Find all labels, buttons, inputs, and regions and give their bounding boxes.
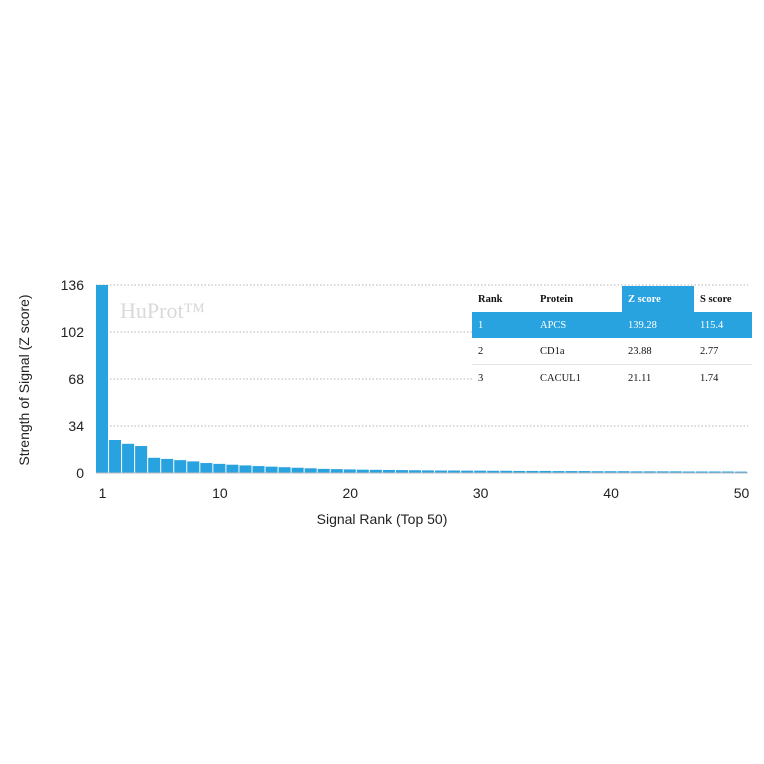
bar [565,471,578,473]
bar [135,446,148,473]
bar [448,470,461,473]
bar [109,439,122,473]
bar [96,285,109,473]
x-tick-label: 1 [99,485,107,501]
y-axis-title: Strength of Signal (Z score) [16,294,32,465]
bar [330,469,343,473]
bars [96,285,747,473]
cell-rank: 1 [472,312,534,338]
bar [578,471,591,473]
bar [526,470,539,473]
cell-s-score: 115.4 [694,312,752,338]
x-tick-label: 50 [734,485,750,501]
bar [226,464,239,473]
cell-protein: CACUL1 [534,364,622,391]
cell-z-score: 23.88 [628,345,652,357]
bar [487,470,500,473]
y-tick-label: 0 [76,465,84,481]
cell-rank: 3 [472,364,534,391]
bar [122,443,135,473]
cell-rank: 2 [478,345,484,357]
y-tick-label: 102 [61,324,85,340]
bar [343,469,356,473]
bar [187,461,200,473]
table-header-row: Rank Protein Z score S score [472,286,752,312]
bar [317,468,330,473]
header-z-score: Z score [622,286,694,312]
header-s-score: S score [700,293,732,305]
bar [161,458,174,473]
table-row: 3 CACUL1 21.11 1.74 [472,364,752,391]
y-tick-label: 136 [61,277,85,293]
x-axis-title: Signal Rank (Top 50) [317,511,448,527]
bar [604,471,617,473]
bar [200,463,213,473]
bar [422,470,435,473]
bar [382,469,395,473]
bar [656,471,669,473]
bar [669,471,682,473]
bar [356,469,369,473]
ranking-table: Rank Protein Z score S score 1 APCS 139.… [472,286,752,391]
cell-z-score: 139.28 [622,312,694,338]
bar [500,470,513,473]
bar [721,471,734,473]
bar [213,463,226,473]
bar [591,471,604,473]
table-row: 2 CD1a 23.88 2.77 [472,338,752,365]
table-row: 1 APCS 139.28 115.4 [472,312,752,338]
y-tick-label: 34 [68,418,84,434]
bar [395,470,408,473]
bar [239,465,252,473]
x-tick-label: 30 [473,485,489,501]
bar [552,471,565,473]
bar [474,470,487,473]
x-tick-label: 40 [603,485,619,501]
watermark: HuProt™ [120,298,205,323]
x-tick-labels: 1 10 20 30 40 50 [99,485,750,501]
cell-protein: CD1a [540,345,565,357]
bar [643,471,656,473]
cell-s-score: 1.74 [694,364,752,391]
header-rank: Rank [478,293,503,305]
bar [252,466,265,473]
bar [539,470,552,473]
bar [617,471,630,473]
header-protein: Protein [540,293,574,305]
bar [708,471,721,473]
bar [148,457,161,473]
bar [461,470,474,473]
bar [682,471,695,473]
bar [291,467,304,473]
bar [408,470,421,473]
bar [304,468,317,473]
bar [369,469,382,473]
bar [513,470,526,473]
x-tick-label: 20 [342,485,358,501]
cell-protein: APCS [534,312,622,338]
bar [174,460,187,473]
bar [630,471,643,473]
y-tick-label: 68 [68,371,84,387]
bar [435,470,448,473]
y-tick-labels: 0 34 68 102 136 [61,277,85,481]
bar [265,466,278,473]
bar [734,471,747,473]
x-tick-label: 10 [212,485,228,501]
bar [278,467,291,473]
bar [695,471,708,473]
cell-s-score: 2.77 [700,345,719,357]
cell-z-score: 21.11 [622,364,694,391]
